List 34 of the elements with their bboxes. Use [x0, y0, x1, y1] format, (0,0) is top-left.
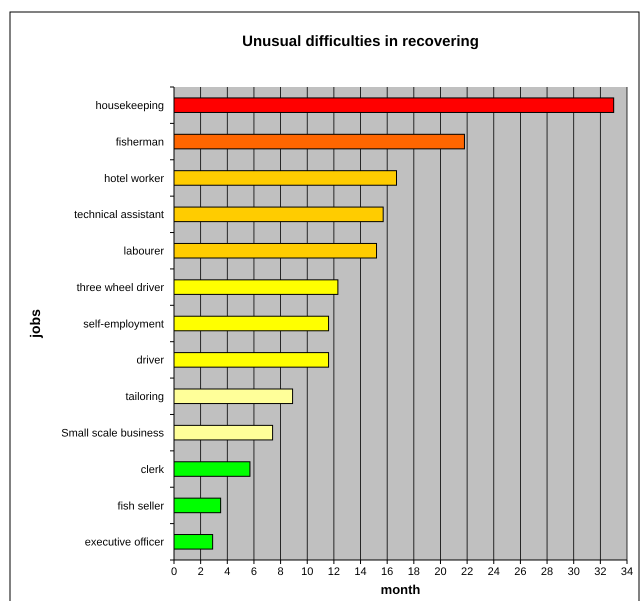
- x-tick-label: 12: [328, 566, 340, 578]
- x-tick-label: 32: [594, 566, 606, 578]
- x-tick-label: 0: [170, 566, 178, 578]
- y-tick-label: clerk: [140, 464, 164, 476]
- x-tick-label: 6: [250, 566, 258, 578]
- y-tick-label: fisherman: [116, 136, 164, 148]
- y-axis-title: jobs: [27, 308, 43, 339]
- x-tick-label: 14: [354, 566, 367, 578]
- x-tick-label: 34: [620, 566, 634, 578]
- y-tick-label: executive officer: [84, 536, 164, 549]
- y-tick-label: hotel worker: [104, 172, 164, 185]
- x-tick-label: 22: [460, 566, 474, 578]
- y-tick-label: fish seller: [118, 500, 164, 512]
- x-tick-label: 20: [434, 566, 447, 578]
- chart-title: Unusual difficulties in recovering: [242, 33, 479, 50]
- x-tick-label: 8: [278, 566, 284, 578]
- x-tick-label: 2: [198, 566, 204, 578]
- x-tick-label: 30: [568, 566, 580, 578]
- x-tick-label: 24: [488, 566, 500, 578]
- y-tick-label: tailoring: [125, 391, 164, 404]
- y-tick-label: self-employment: [83, 318, 164, 330]
- x-tick-label: 28: [540, 566, 554, 578]
- x-tick-label: 4: [224, 566, 230, 578]
- x-tick-label: 16: [381, 566, 394, 578]
- x-tick-label: 18: [408, 566, 420, 578]
- y-tick-label: labourer: [124, 246, 164, 258]
- y-tick-label: Small scale business: [61, 428, 164, 440]
- y-tick-label: housekeeping: [95, 100, 164, 112]
- x-axis-title: month: [380, 582, 420, 597]
- y-tick-label: technical assistant: [74, 209, 164, 222]
- y-tick-label: three wheel driver: [76, 282, 164, 294]
- y-tick-label: driver: [136, 354, 164, 367]
- x-tick-label: 10: [301, 566, 314, 578]
- x-tick-label: 26: [514, 566, 527, 578]
